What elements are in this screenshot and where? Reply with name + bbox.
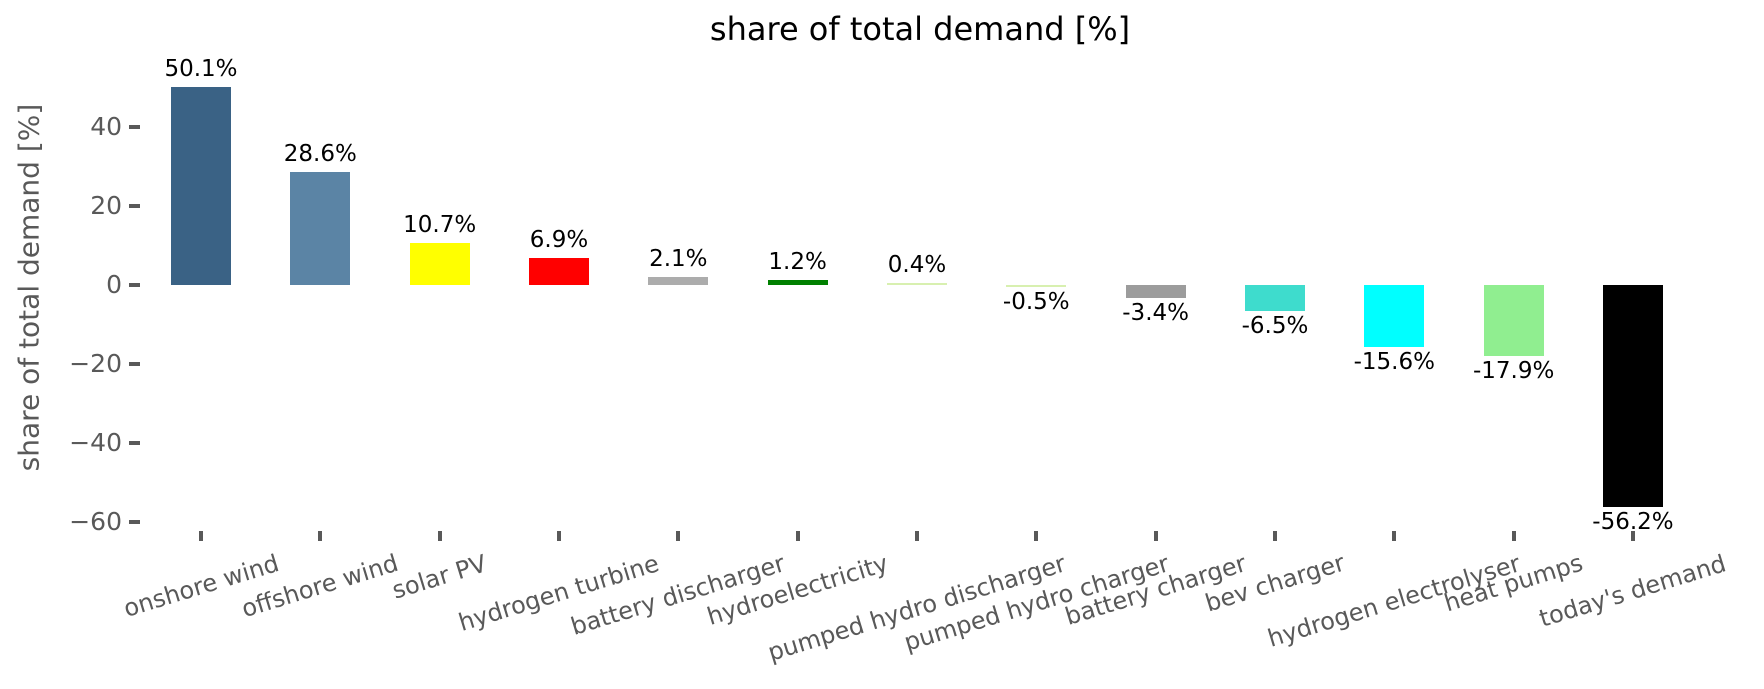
- bar: [1006, 285, 1067, 287]
- x-tick-mark: [1272, 531, 1277, 541]
- x-tick-mark: [795, 531, 800, 541]
- y-tick-label: −60: [69, 506, 122, 536]
- bar-value-label: 28.6%: [283, 141, 357, 168]
- bar: [886, 283, 947, 285]
- x-tick-mark: [437, 531, 442, 541]
- bar: [1364, 285, 1425, 347]
- bar-value-label: 0.4%: [887, 252, 947, 279]
- bar: [171, 87, 231, 285]
- bar: [648, 276, 709, 285]
- y-tick-label: 0: [106, 270, 122, 299]
- bar-value-label: 50.1%: [164, 56, 238, 83]
- x-tick-mark: [199, 531, 203, 541]
- y-tick-label: −20: [69, 348, 122, 378]
- bar-value-label: -17.9%: [1472, 357, 1555, 384]
- x-tick-mark: [1392, 531, 1397, 541]
- x-tick-mark: [1034, 531, 1039, 541]
- bar: [409, 242, 470, 285]
- bar: [1602, 285, 1663, 507]
- chart-title: share of total demand [%]: [709, 10, 1131, 48]
- y-tick-label: 20: [90, 191, 122, 221]
- x-tick-mark: [914, 531, 919, 541]
- x-tick-label: solar PV: [389, 548, 490, 605]
- bar-value-label: 2.1%: [649, 245, 708, 272]
- bar: [290, 172, 351, 285]
- y-tick-mark: [129, 204, 140, 209]
- x-tick-mark: [556, 531, 561, 541]
- bar-value-label: 1.2%: [768, 249, 827, 276]
- y-tick-mark: [129, 125, 140, 130]
- y-tick-mark: [129, 519, 140, 524]
- x-tick-mark: [1153, 531, 1158, 541]
- bar-value-label: -3.4%: [1122, 300, 1189, 327]
- bar-value-label: -56.2%: [1592, 508, 1674, 535]
- bar-value-label: -6.5%: [1241, 312, 1309, 339]
- bar: [528, 257, 589, 285]
- x-tick-mark: [676, 531, 681, 541]
- bar-value-label: 6.9%: [529, 226, 589, 253]
- bar-value-label: 10.7%: [403, 211, 477, 238]
- x-tick-mark: [1630, 531, 1635, 541]
- y-tick-mark: [129, 440, 140, 445]
- bar: [1483, 285, 1544, 356]
- x-tick-mark: [318, 531, 323, 541]
- bar-value-label: -0.5%: [1002, 288, 1070, 315]
- x-tick-mark: [1511, 531, 1516, 541]
- y-tick-label: 40: [90, 112, 122, 142]
- bar: [1125, 285, 1186, 299]
- y-tick-mark: [129, 361, 140, 366]
- y-tick-mark: [129, 283, 140, 287]
- bar: [1244, 285, 1305, 311]
- bar: [767, 280, 828, 285]
- bar-value-label: -15.6%: [1353, 348, 1435, 375]
- y-tick-label: −40: [69, 427, 122, 457]
